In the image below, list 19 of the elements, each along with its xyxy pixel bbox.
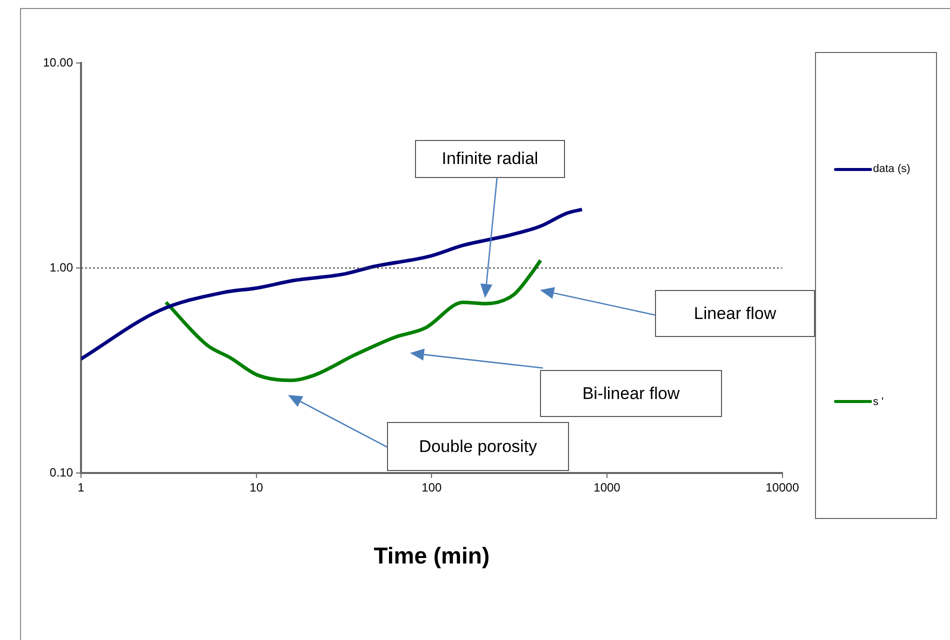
y-tick-label: 0.10 [50,465,74,480]
annotation: Double porosity [418,436,538,456]
callout-box: Bi-linear flow [540,370,722,417]
x-tick-label: 1000 [594,480,621,495]
legend-label: data (s) [873,163,910,176]
callout-box: Double porosity [387,422,569,471]
legend-label: s ' [873,396,884,408]
x-tick-label: 100 [422,480,442,495]
annotation: Infinite radial [442,149,538,169]
y-tick-label: 1.00 [50,260,74,274]
x-tick-label: 10 [250,480,264,495]
y-tick-label: 10.00 [43,55,74,70]
callout-box: Infinite radial [415,140,565,178]
x-axis-title: Time (min) [374,542,490,569]
x-tick-label: 1 [78,480,85,495]
x-tick-label: 10000 [766,480,800,495]
annotation: Linear flow [694,304,776,324]
annotation: Bi-linear flow [582,384,680,404]
callout-box: Linear flow [655,290,815,337]
